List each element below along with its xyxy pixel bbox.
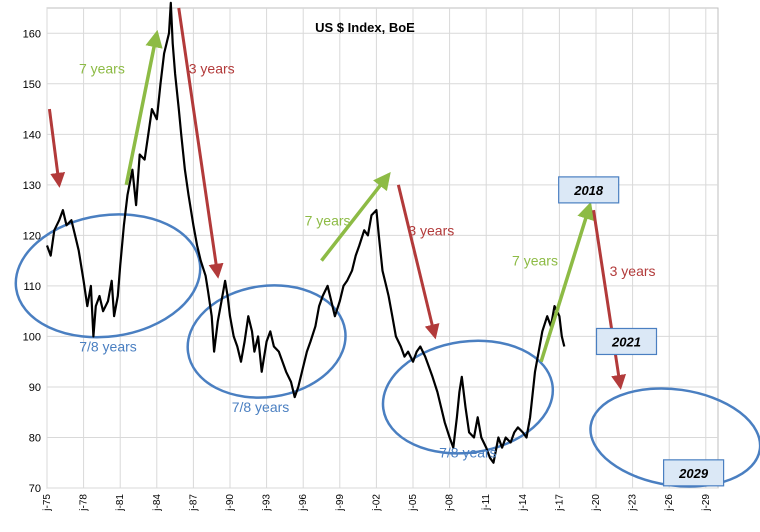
series-line-usd-index [45,1,566,464]
y-tick-label-120: 120 [23,230,41,242]
x-tick-label-j-20: j-20 [591,494,602,512]
x-tick-label-j-78: j-78 [79,494,90,512]
red-arrow-1 [47,108,66,188]
cycle-ellipse-3 [381,339,555,455]
label-7-8-years-1: 7/8 years [79,339,137,355]
y-tick-label-160: 160 [23,28,41,40]
x-axis: j-75 j-78 j-81 j-84 j-87 j-90 j-93 j-96 j-99 j-02… [42,494,712,512]
x-tick-label-j-02: j-02 [371,494,382,512]
y-tick-label-80: 80 [29,432,41,444]
label-7-years-2: 7 years [305,212,351,228]
x-tick-label-j-75: j-75 [42,494,53,512]
x-tick-label-j-96: j-96 [298,494,309,512]
x-tick-label-j-93: j-93 [262,494,273,512]
label-3-years-3: 3 years [610,263,656,279]
green-arrow-1 [124,29,163,186]
label-7-8-years-2: 7/8 years [232,399,290,415]
green-arrow-2 [320,171,391,262]
y-tick-label-110: 110 [23,281,41,293]
y-tick-label-100: 100 [23,331,41,343]
cycle-ellipses [14,213,760,488]
label-7-years-1: 7 years [79,61,125,77]
x-tick-label-j-84: j-84 [152,494,163,512]
year-box-label-2018: 2018 [573,183,604,198]
green-arrow-3 [539,201,595,363]
y-tick-label-70: 70 [29,483,41,495]
x-tick-label-j-11: j-11 [481,494,492,511]
y-axis: 70 80 90 100 110 120 130 140 150 160 [23,28,41,495]
x-tick-label-j-14: j-14 [518,494,529,512]
year-box-label-2029: 2029 [678,466,709,481]
y-tick-label-130: 130 [23,180,41,192]
x-tick-label-j-05: j-05 [408,494,419,512]
x-tick-label-j-29: j-29 [701,494,712,512]
red-arrow-2 [177,7,224,279]
chart-title: US $ Index, BoE [315,20,415,35]
x-tick-label-j-99: j-99 [335,494,346,512]
label-3-years-2: 3 years [408,222,454,238]
year-box-2018 [558,176,620,204]
x-tick-label-j-23: j-23 [628,494,639,512]
label-3-years-1: 3 years [189,61,235,77]
label-7-years-3: 7 years [512,253,558,269]
x-tick-label-j-17: j-17 [554,494,565,512]
y-tick-label-150: 150 [23,79,41,91]
annotation-labels: 7 years 7 years 7 years 3 years 3 years 3 yea… [79,61,656,461]
year-box-2029 [662,459,725,487]
cycle-ellipse-2 [186,284,347,399]
year-boxes: 2018 2021 2029 [558,176,725,487]
label-7-8-years-3: 7/8 years [439,445,497,461]
cycle-ellipse-1 [14,213,202,339]
trend-arrows [47,7,627,390]
year-box-2021 [595,327,658,356]
x-tick-label-j-87: j-87 [188,494,199,512]
y-tick-label-90: 90 [29,382,41,394]
x-tick-label-j-08: j-08 [445,494,456,512]
x-tick-label-j-90: j-90 [225,494,236,512]
year-box-label-2021: 2021 [611,334,641,349]
red-arrow-3 [396,184,440,340]
red-arrow-4 [592,209,627,390]
y-tick-label-140: 140 [23,129,41,141]
x-tick-label-j-26: j-26 [664,494,675,512]
x-tick-label-j-81: j-81 [115,494,126,512]
